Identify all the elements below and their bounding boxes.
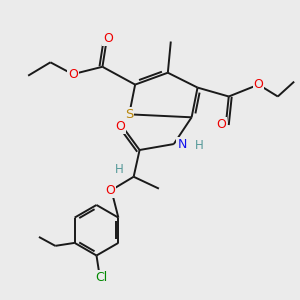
Text: O: O bbox=[103, 32, 113, 45]
Text: S: S bbox=[125, 108, 134, 121]
Text: O: O bbox=[216, 118, 226, 131]
Text: O: O bbox=[115, 120, 125, 133]
Text: H: H bbox=[114, 163, 123, 176]
Text: O: O bbox=[68, 68, 78, 81]
Text: Cl: Cl bbox=[95, 271, 107, 284]
Text: H: H bbox=[195, 139, 203, 152]
Text: O: O bbox=[254, 78, 263, 91]
Text: O: O bbox=[105, 184, 115, 196]
Text: N: N bbox=[177, 138, 187, 151]
